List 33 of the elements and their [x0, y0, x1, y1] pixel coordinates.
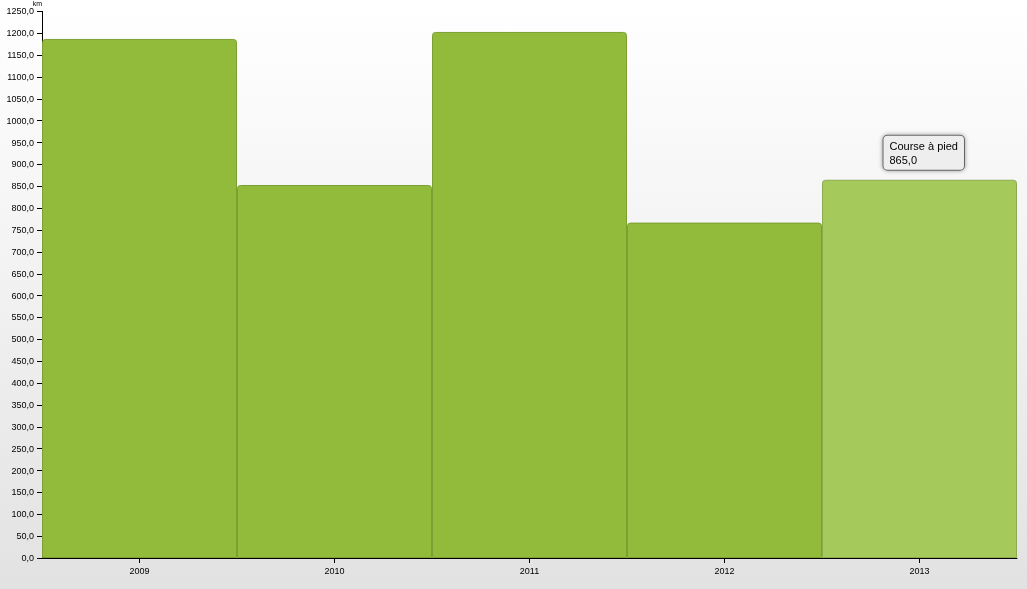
y-tick-label: 800,0 — [11, 203, 34, 214]
y-tick-label: 0,0 — [21, 553, 34, 563]
y-tick-label: 450,0 — [11, 356, 34, 367]
y-tick-label: 1100,0 — [7, 71, 34, 82]
y-tick-label: 1200,0 — [6, 28, 34, 39]
y-tick-label: 650,0 — [11, 268, 34, 279]
x-tick-label: 2009 — [129, 565, 150, 576]
y-tick-label: 600,0 — [11, 290, 34, 301]
y-tick-label: 1150,0 — [7, 50, 34, 61]
x-tick-label: 2011 — [519, 565, 540, 576]
y-tick-label: 200,0 — [11, 465, 34, 476]
y-tick-label: 250,0 — [11, 443, 34, 454]
y-tick-label: 150,0 — [11, 487, 34, 498]
y-tick-label: 950,0 — [11, 137, 34, 148]
y-tick-label: 500,0 — [11, 334, 34, 345]
y-tick-label: 900,0 — [11, 159, 34, 170]
y-tick-label: 50,0 — [16, 531, 34, 542]
x-tick-label: 2010 — [324, 565, 345, 576]
y-tick-label: 100,0 — [11, 509, 34, 520]
x-tick-label: 2013 — [909, 565, 930, 576]
y-tick-label: 1000,0 — [6, 115, 34, 126]
y-tick-label: 1050,0 — [6, 93, 34, 104]
y-tick-label: 400,0 — [11, 378, 34, 389]
y-tick-label: 700,0 — [11, 246, 34, 257]
bar — [822, 179, 1017, 558]
x-tick-label: 2012 — [714, 565, 735, 576]
y-tick-label: 850,0 — [11, 181, 34, 192]
y-tick-label: 550,0 — [11, 312, 34, 323]
y-tick-label: 750,0 — [11, 225, 34, 236]
annotation: Course à pied 865,0 — [889, 139, 958, 166]
y-tick-label: 350,0 — [11, 399, 34, 410]
y-tick-label: 300,0 — [11, 421, 34, 432]
y-tick-label: 1250,0 — [6, 6, 34, 17]
